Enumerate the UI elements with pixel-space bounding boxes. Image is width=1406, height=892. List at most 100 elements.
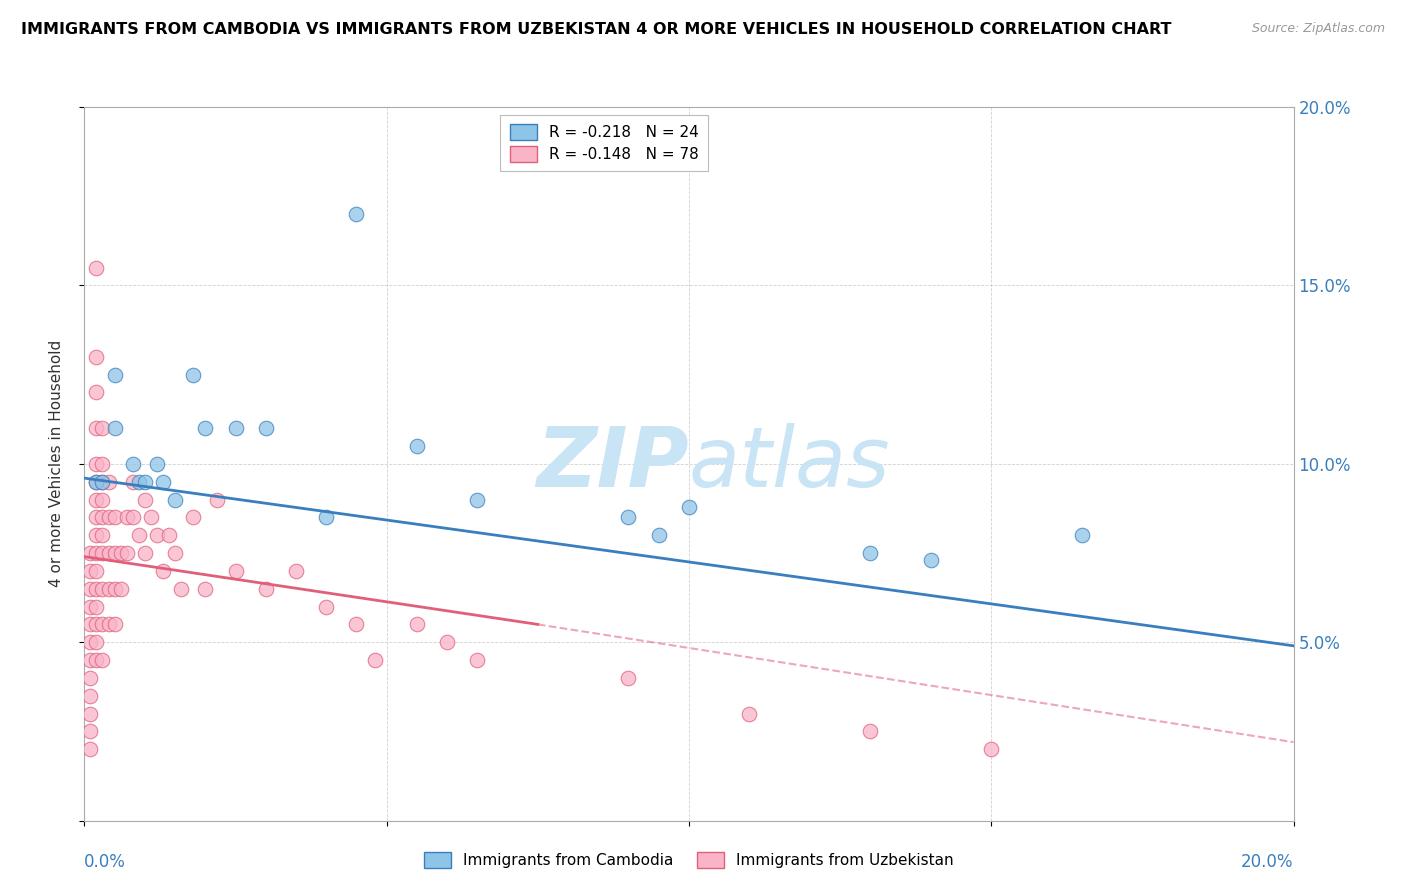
Point [86,635,108,649]
Point [97,510,120,524]
Point [194,582,217,596]
Point [254,421,277,435]
Point [139,510,162,524]
Point [346,207,368,221]
Point [165,492,187,507]
Point [406,617,429,632]
Point [134,546,156,560]
Point [86,385,108,400]
Point [79,546,101,560]
Point [678,500,700,514]
Point [91,457,114,471]
Point [79,724,101,739]
Point [86,260,108,275]
Point [859,724,882,739]
Point [346,617,368,632]
Point [181,368,204,382]
Point [152,475,174,489]
Point [110,582,132,596]
Point [134,492,156,507]
Point [467,653,489,667]
Point [165,546,187,560]
Point [86,546,108,560]
Point [157,528,180,542]
Point [91,653,114,667]
Point [79,653,101,667]
Point [91,582,114,596]
Point [104,368,127,382]
Point [79,742,101,756]
Point [254,582,277,596]
Point [79,599,101,614]
Point [436,635,458,649]
Point [86,350,108,364]
Point [181,510,204,524]
Point [86,653,108,667]
Point [146,457,169,471]
Text: IMMIGRANTS FROM CAMBODIA VS IMMIGRANTS FROM UZBEKISTAN 4 OR MORE VEHICLES IN HOU: IMMIGRANTS FROM CAMBODIA VS IMMIGRANTS F… [21,22,1171,37]
Point [86,617,108,632]
Point [225,564,247,578]
Point [121,457,143,471]
Point [91,617,114,632]
Point [121,475,143,489]
Point [86,421,108,435]
Point [86,528,108,542]
Point [91,528,114,542]
Point [146,528,169,542]
Point [91,510,114,524]
Point [79,564,101,578]
Point [97,546,120,560]
Point [86,582,108,596]
Point [97,582,120,596]
Point [648,528,671,542]
Point [86,475,108,489]
Point [617,671,640,685]
Point [194,421,217,435]
Point [406,439,429,453]
Point [86,457,108,471]
Point [86,475,108,489]
Point [115,546,138,560]
Point [86,492,108,507]
Text: 0.0%: 0.0% [84,853,127,871]
Point [115,510,138,524]
Point [79,706,101,721]
Point [79,617,101,632]
Point [86,510,108,524]
Point [467,492,489,507]
Point [79,582,101,596]
Point [207,492,229,507]
Point [128,528,150,542]
Point [225,421,247,435]
Text: atlas: atlas [689,424,890,504]
Point [128,475,150,489]
Point [79,671,101,685]
Y-axis label: 4 or more Vehicles in Household: 4 or more Vehicles in Household [49,340,63,588]
Point [134,475,156,489]
Point [104,510,127,524]
Text: Source: ZipAtlas.com: Source: ZipAtlas.com [1251,22,1385,36]
Point [285,564,308,578]
Point [97,475,120,489]
Point [91,475,114,489]
Point [97,617,120,632]
Point [738,706,761,721]
Text: ZIP: ZIP [536,424,689,504]
Point [86,599,108,614]
Point [86,564,108,578]
Point [170,582,193,596]
Point [315,510,337,524]
Point [1071,528,1094,542]
Point [104,421,127,435]
Point [617,510,640,524]
Point [363,653,385,667]
Point [79,635,101,649]
Point [79,689,101,703]
Point [91,475,114,489]
Point [104,617,127,632]
Text: 20.0%: 20.0% [1241,853,1294,871]
Point [91,492,114,507]
Point [121,510,143,524]
Point [859,546,882,560]
